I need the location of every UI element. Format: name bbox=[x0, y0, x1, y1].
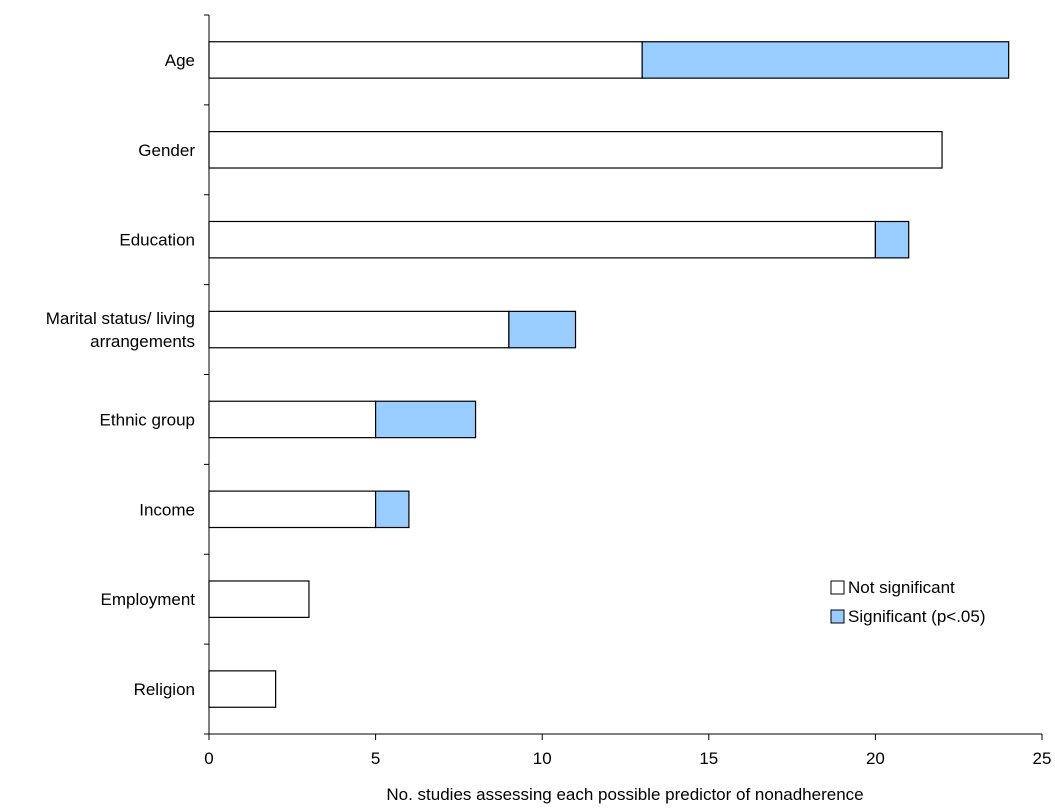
bar-segment-not-significant bbox=[208, 310, 510, 349]
x-tick-label: 20 bbox=[866, 749, 885, 768]
bar-segment-significant bbox=[508, 310, 577, 349]
legend: Not significant Significant (p<.05) bbox=[830, 578, 986, 626]
x-axis-title: No. studies assessing each possible pred… bbox=[386, 785, 863, 804]
category-label: Marital status/ living bbox=[46, 309, 195, 328]
x-tick-label: 0 bbox=[204, 749, 213, 768]
legend-label: Not significant bbox=[848, 578, 955, 597]
bar-segment-not-significant bbox=[208, 580, 310, 618]
legend-label: Significant (p<.05) bbox=[848, 607, 986, 626]
category-label: arrangements bbox=[90, 332, 195, 351]
axes bbox=[204, 14, 1042, 735]
bar-segment-not-significant bbox=[208, 400, 377, 439]
category-label: Employment bbox=[101, 590, 196, 609]
category-label: Religion bbox=[134, 680, 195, 699]
bar-segment-not-significant bbox=[208, 41, 643, 79]
x-tick-label: 10 bbox=[533, 749, 552, 768]
bars bbox=[208, 41, 1010, 708]
bar-segment-significant bbox=[375, 490, 410, 529]
category-label: Gender bbox=[138, 141, 195, 160]
x-tick-label: 5 bbox=[371, 749, 380, 768]
category-label: Education bbox=[119, 231, 195, 250]
category-label: Income bbox=[139, 500, 195, 519]
bar-segment-significant bbox=[375, 400, 477, 439]
bar-segment-not-significant bbox=[208, 670, 277, 708]
x-tick-label: 25 bbox=[1033, 749, 1052, 768]
category-label: Ethnic group bbox=[100, 410, 195, 429]
category-labels: Age Gender Education Marital status/ living… bbox=[46, 51, 196, 699]
x-tick-label: 15 bbox=[699, 749, 718, 768]
x-ticks: 0 5 10 15 20 25 bbox=[204, 734, 1051, 768]
category-label: Age bbox=[165, 51, 195, 70]
bar-segment-significant bbox=[874, 220, 910, 259]
bar-segment-significant bbox=[641, 41, 1010, 79]
legend-swatch bbox=[830, 580, 845, 595]
legend-swatch bbox=[830, 609, 845, 624]
bar-segment-not-significant bbox=[208, 220, 877, 259]
bar-segment-not-significant bbox=[208, 490, 377, 529]
bar-segment-not-significant bbox=[208, 131, 943, 169]
